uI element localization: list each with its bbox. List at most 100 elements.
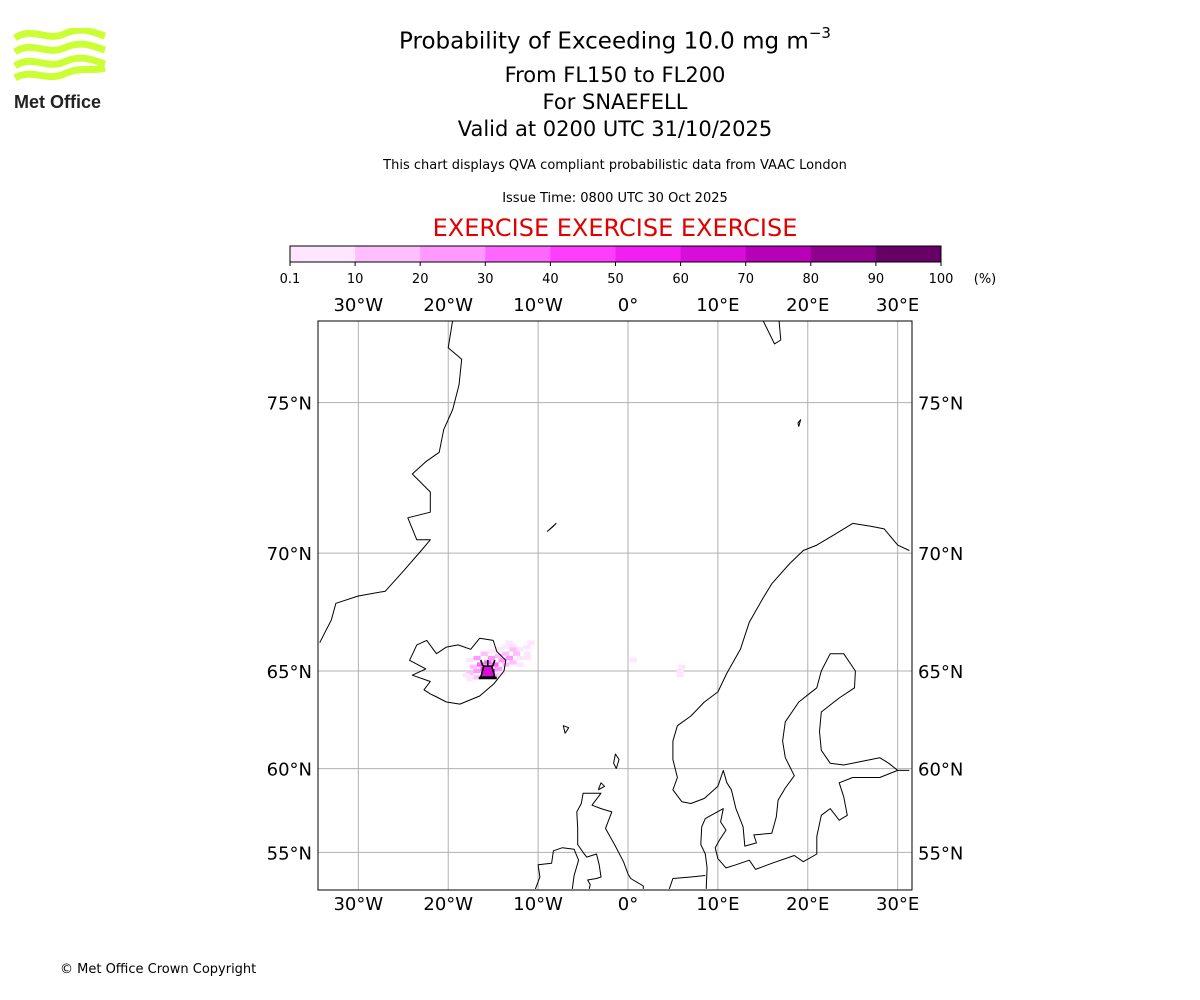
coastline-bear-island	[797, 419, 802, 427]
lon-tick-label: 20°E	[786, 295, 829, 316]
coastline-jan-mayen	[546, 522, 557, 532]
probability-cell	[502, 644, 510, 650]
probability-cell	[523, 644, 531, 650]
lat-tick-label: 60°N	[267, 760, 312, 781]
lat-tick-label: 70°N	[918, 544, 963, 565]
probability-cell	[629, 658, 637, 663]
lat-tick-label: 55°N	[918, 843, 963, 864]
coastline-svalbard	[762, 321, 782, 345]
lat-tick-label: 75°N	[267, 394, 312, 415]
colorbar-bin	[810, 246, 877, 262]
colorbar-tick-label: 20	[412, 272, 429, 287]
probability-cell	[509, 660, 517, 665]
colorbar-tick-label: 60	[672, 272, 689, 287]
probability-cell	[494, 647, 503, 652]
coastline-ireland	[534, 847, 580, 890]
probability-cell	[516, 662, 524, 667]
copyright: © Met Office Crown Copyright	[60, 962, 257, 977]
probability-cell	[498, 658, 506, 663]
chart-title: Probability of Exceeding 10.0 mg m−3	[399, 24, 831, 55]
lon-tick-label: 0°	[618, 295, 638, 316]
axis-tick-labels: 30°W 30°W 20°W 20°W 10°W 10°W 0° 0° 10°E 10°E 20°E…	[267, 295, 964, 915]
probability-cell	[473, 668, 481, 674]
coastlines	[319, 321, 910, 890]
lon-tick-label: 30°E	[876, 295, 919, 316]
probability-cell	[466, 677, 474, 682]
probability-cell	[487, 649, 495, 654]
probability-cell	[466, 658, 474, 663]
lat-tick-label: 70°N	[267, 544, 312, 565]
colorbar-tick-label: 10	[347, 272, 364, 287]
met-office-logo: Met Office	[12, 26, 108, 116]
probability-cell	[516, 655, 524, 661]
lon-tick-label: 30°W	[333, 894, 383, 915]
probability-cell	[509, 647, 517, 652]
probability-cell	[505, 640, 513, 645]
colorbar-bin	[290, 246, 356, 262]
probability-cell	[480, 651, 488, 656]
gridlines	[318, 321, 912, 890]
probability-cell	[527, 640, 535, 645]
probability-cell	[476, 662, 485, 667]
volcano-icon	[478, 659, 497, 680]
valid-time: Valid at 0200 UTC 31/10/2025	[457, 117, 773, 141]
lon-tick-label: 30°E	[876, 894, 919, 915]
colorbar-bin	[680, 246, 747, 262]
colorbar-tick-label: 50	[607, 272, 624, 287]
colorbar-tick-label: 30	[477, 272, 494, 287]
svg-text:Met Office: Met Office	[14, 92, 101, 112]
lat-tick-label: 55°N	[267, 843, 312, 864]
colorbar: 0.1 10 20 30 40 50 60 70 80 90 100 (%)	[280, 245, 997, 287]
lat-tick-label: 60°N	[918, 760, 963, 781]
probability-cell	[473, 655, 481, 661]
probability-cell	[494, 666, 503, 671]
colorbar-tick-label: 100	[929, 272, 954, 287]
lon-tick-label: 30°W	[333, 295, 383, 316]
lon-tick-label: 10°W	[513, 894, 563, 915]
lat-tick-label: 65°N	[267, 662, 312, 683]
colorbar-bin	[875, 246, 942, 262]
coastline-iceland	[409, 637, 507, 705]
map-frame	[317, 320, 913, 891]
colorbar-tick-label: 40	[542, 272, 559, 287]
flight-level-range: From FL150 to FL200	[504, 63, 726, 87]
colorbar-tick-label: 80	[803, 272, 820, 287]
probability-cell	[473, 675, 481, 680]
lat-tick-label: 65°N	[918, 662, 963, 683]
probability-cell	[466, 671, 474, 676]
lon-tick-label: 10°E	[696, 295, 739, 316]
colorbar-tick-label: 90	[868, 272, 885, 287]
lon-tick-label: 10°W	[513, 295, 563, 316]
probability-cell	[494, 653, 503, 659]
probability-cell	[491, 662, 499, 667]
probability-cell	[502, 662, 510, 667]
colorbar-bin	[745, 246, 812, 262]
colorbar-unit: (%)	[974, 272, 997, 287]
coastline-orkney	[597, 782, 606, 791]
probability-cell	[487, 655, 495, 661]
colorbar-bin	[485, 246, 551, 262]
probability-cell	[502, 651, 510, 656]
probability-cell	[505, 655, 513, 661]
probability-cell	[676, 673, 684, 678]
lat-tick-label: 75°N	[918, 394, 963, 415]
probability-cell	[516, 647, 524, 652]
probability-cells	[462, 640, 686, 682]
exercise-banner: EXERCISE EXERCISE EXERCISE	[432, 214, 798, 242]
coastline-scandinavia	[672, 522, 910, 847]
coastline-netherlands	[668, 875, 706, 890]
probability-cell	[678, 664, 686, 669]
issue-time: Issue Time: 0800 UTC 30 Oct 2025	[502, 191, 728, 206]
coastline-greenland	[319, 321, 463, 643]
lon-tick-label: 20°W	[423, 894, 473, 915]
probability-cell	[462, 673, 470, 678]
probability-cell	[676, 668, 684, 674]
colorbar-tick-label: 0.1	[280, 272, 301, 287]
coastline-denmark	[700, 769, 898, 889]
coastline-britain	[576, 792, 644, 890]
lon-tick-label: 20°W	[423, 295, 473, 316]
probability-cell	[469, 664, 477, 669]
lon-tick-label: 0°	[618, 894, 638, 915]
coastline-faroe	[562, 725, 570, 734]
